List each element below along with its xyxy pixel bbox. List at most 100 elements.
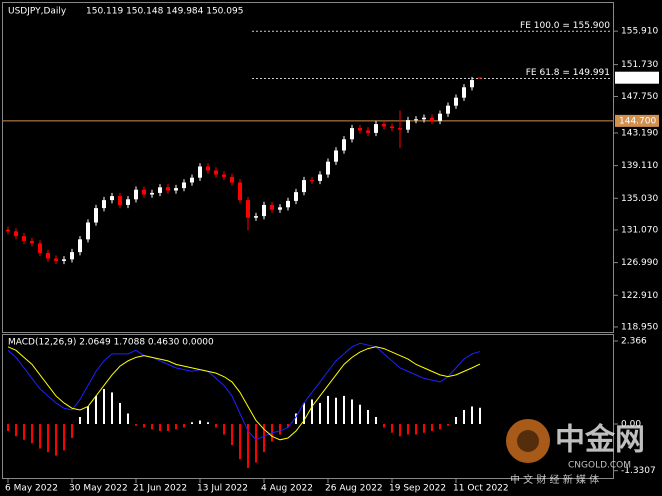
histogram-bar <box>119 402 121 425</box>
x-tick-label: 6 May 2022 <box>5 484 58 494</box>
histogram-bar <box>239 424 241 460</box>
histogram-bar <box>231 424 233 446</box>
x-tick-label: 13 Jul 2022 <box>197 484 248 494</box>
histogram-bar <box>279 424 281 435</box>
histogram-bar <box>95 395 97 425</box>
candle-body <box>478 77 482 79</box>
candle-body <box>14 231 18 237</box>
histogram-bar <box>407 424 409 435</box>
y-tick-label: 135.030 <box>621 194 658 204</box>
y-tick-label: 122.910 <box>621 291 658 301</box>
candle-body <box>254 216 258 218</box>
candle-body <box>118 196 122 205</box>
watermark-name: 中金网 <box>555 423 645 458</box>
histogram-bar <box>111 392 113 425</box>
x-tick-label: 4 Aug 2022 <box>261 484 313 494</box>
candle-body <box>110 196 114 201</box>
candle-body <box>94 208 98 223</box>
symbol-title: USDJPY,Daily <box>8 7 67 17</box>
candle-body <box>446 105 450 114</box>
macd-title: MACD(12,26,9) 2.0649 1.7088 0.4630 0.000… <box>8 338 214 348</box>
histogram-bar <box>175 424 177 430</box>
candle-body <box>358 128 362 131</box>
histogram-bar <box>151 424 153 430</box>
histogram-bar <box>63 424 65 451</box>
histogram-bar <box>399 424 401 437</box>
histogram-bar <box>423 424 425 433</box>
y-tick-label: 118.950 <box>621 322 658 332</box>
y-tick-label: 147.750 <box>621 92 658 102</box>
candle-body <box>150 192 154 195</box>
candle-body <box>374 124 378 133</box>
candle-body <box>78 239 82 253</box>
histogram-bar <box>295 413 297 425</box>
histogram-bar <box>207 422 209 425</box>
histogram-bar <box>23 424 25 440</box>
histogram-bar <box>471 406 473 425</box>
candle-body <box>390 126 394 129</box>
candle-body <box>422 117 426 120</box>
macd-line <box>7 342 481 441</box>
candle-body <box>326 161 330 175</box>
candle-body <box>294 192 298 201</box>
candle-body <box>158 187 162 193</box>
histogram-bar <box>143 424 145 428</box>
histogram-bar <box>367 409 369 425</box>
watermark-slogan: 中 文 财 经 新 媒 体 <box>510 473 599 486</box>
x-tick-label: 26 Aug 2022 <box>325 484 383 494</box>
level-label: 144.700 <box>619 116 656 126</box>
candle-body <box>86 222 90 240</box>
histogram-bar <box>247 424 249 468</box>
histogram-bar <box>79 416 81 425</box>
x-tick-label: 19 Sep 2022 <box>389 484 446 494</box>
histogram-bar <box>439 424 441 430</box>
histogram-bar <box>319 402 321 425</box>
candle-body <box>430 117 434 121</box>
candle-body <box>278 207 282 210</box>
macd-line <box>7 346 481 441</box>
y-tick-label: 143.190 <box>621 128 658 138</box>
candle-body <box>270 204 274 210</box>
fib-label: FE 100.0 = 155.900 <box>520 21 610 31</box>
histogram-bar <box>31 424 33 444</box>
level-box <box>615 114 659 127</box>
histogram-bar <box>183 424 185 428</box>
histogram-bar <box>335 397 337 425</box>
candle-body <box>350 128 354 140</box>
histogram-bar <box>159 424 161 432</box>
y-tick-label: 151.730 <box>621 60 658 70</box>
last-price-box <box>615 71 659 84</box>
logo <box>506 419 550 463</box>
histogram-bar <box>255 424 257 463</box>
histogram-bar <box>87 406 89 425</box>
candle-body <box>302 180 306 193</box>
histogram-bar <box>431 424 433 432</box>
candle-body <box>174 188 178 191</box>
x-tick-label: 21 Jun 2022 <box>133 484 187 494</box>
histogram-bar <box>7 424 9 432</box>
candle-body <box>102 200 106 209</box>
candle-body <box>126 199 130 205</box>
histogram-bar <box>191 422 193 425</box>
candle-body <box>342 139 346 151</box>
watermark-site: CNGOLD.COM <box>568 461 631 471</box>
candle-body <box>318 174 322 181</box>
candle-body <box>22 236 26 241</box>
histogram-bar <box>327 395 329 425</box>
histogram-bar <box>375 416 377 425</box>
histogram-bar <box>47 424 49 453</box>
candle-body <box>246 200 250 218</box>
histogram-bar <box>415 424 417 435</box>
candle-body <box>454 97 458 106</box>
histogram-bar <box>383 424 385 428</box>
candle-body <box>198 166 202 178</box>
y-tick-label: 0.00 <box>621 420 641 430</box>
logo-inner <box>517 430 539 452</box>
histogram-bar <box>455 416 457 425</box>
candle-body <box>62 259 66 261</box>
ohlc-text: 150.119 150.148 149.984 150.095 <box>86 7 243 17</box>
y-tick-label: 155.910 <box>621 27 658 37</box>
candle-body <box>310 180 314 182</box>
histogram-bar <box>359 404 361 425</box>
